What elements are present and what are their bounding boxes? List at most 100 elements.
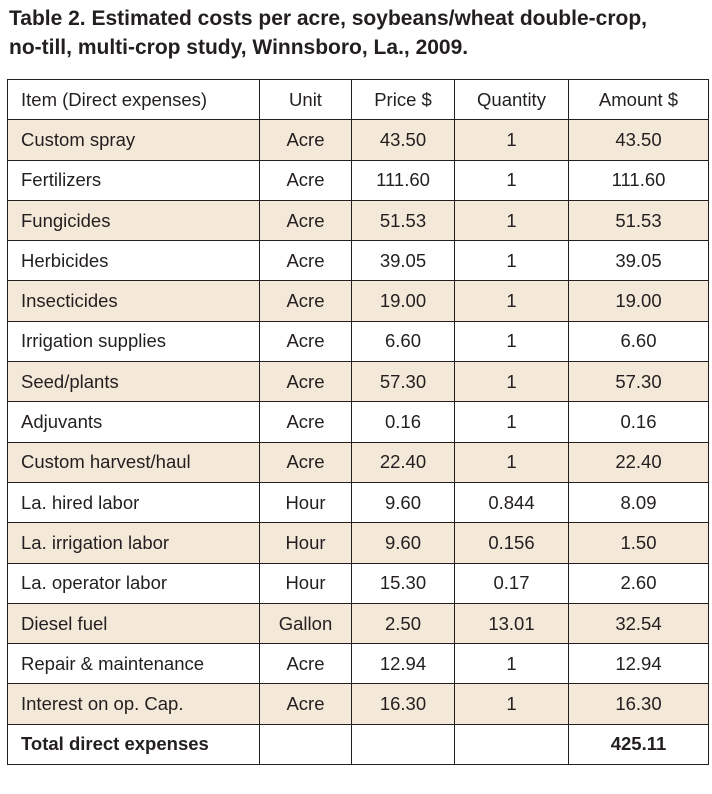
total-unit-empty — [259, 723, 352, 766]
cell-price: 9.60 — [351, 481, 455, 524]
cell-quantity: 1 — [454, 320, 569, 363]
cell-amount: 12.94 — [568, 643, 709, 685]
cell-quantity: 1 — [454, 159, 569, 201]
cell-item: La. hired labor — [7, 481, 260, 524]
table-title: Table 2. Estimated costs per acre, soybe… — [9, 4, 709, 62]
cell-amount: 19.00 — [568, 280, 709, 322]
cell-price: 39.05 — [351, 240, 455, 282]
cell-amount: 22.40 — [568, 441, 709, 483]
cell-item: Irrigation supplies — [7, 320, 260, 363]
cell-amount: 8.09 — [568, 481, 709, 524]
cell-amount: 1.50 — [568, 522, 709, 564]
cell-item: La. irrigation labor — [7, 522, 260, 564]
cell-price: 57.30 — [351, 361, 455, 403]
cell-unit: Acre — [259, 240, 352, 282]
cell-amount: 43.50 — [568, 119, 709, 161]
cost-table: Item (Direct expenses) Unit Price $ Quan… — [7, 78, 709, 766]
cell-quantity: 13.01 — [454, 602, 569, 645]
cell-item: Insecticides — [7, 280, 260, 322]
cell-item: Seed/plants — [7, 361, 260, 403]
cell-price: 43.50 — [351, 119, 455, 161]
title-line-1: Table 2. Estimated costs per acre, soybe… — [9, 7, 647, 30]
cell-amount: 111.60 — [568, 159, 709, 201]
cell-unit: Acre — [259, 683, 352, 725]
header-unit: Unit — [259, 78, 352, 121]
cell-quantity: 1 — [454, 683, 569, 725]
header-row: Item (Direct expenses) Unit Price $ Quan… — [7, 78, 709, 121]
total-amount: 425.11 — [568, 723, 709, 766]
cell-unit: Hour — [259, 562, 352, 604]
table-row: Custom spray Acre 43.50 1 43.50 — [7, 119, 709, 161]
title-line-2: no-till, multi-crop study, Winnsboro, La… — [9, 36, 469, 59]
cell-unit: Acre — [259, 320, 352, 363]
total-quantity-empty — [454, 723, 569, 766]
cell-item: Diesel fuel — [7, 602, 260, 645]
table-row: La. hired labor Hour 9.60 0.844 8.09 — [7, 481, 709, 524]
cell-quantity: 1 — [454, 280, 569, 322]
cell-price: 111.60 — [351, 159, 455, 201]
cell-quantity: 1 — [454, 401, 569, 443]
table-row: La. irrigation labor Hour 9.60 0.156 1.5… — [7, 522, 709, 564]
table-row: Seed/plants Acre 57.30 1 57.30 — [7, 361, 709, 403]
cell-quantity: 0.17 — [454, 562, 569, 604]
cell-item: Adjuvants — [7, 401, 260, 443]
cell-price: 0.16 — [351, 401, 455, 443]
cell-price: 51.53 — [351, 199, 455, 242]
cell-amount: 32.54 — [568, 602, 709, 645]
cell-item: Herbicides — [7, 240, 260, 282]
table-row: Insecticides Acre 19.00 1 19.00 — [7, 280, 709, 322]
cell-unit: Acre — [259, 280, 352, 322]
cell-price: 19.00 — [351, 280, 455, 322]
cell-amount: 39.05 — [568, 240, 709, 282]
cell-item: Fertilizers — [7, 159, 260, 201]
header-price: Price $ — [351, 78, 455, 121]
cell-item: Custom spray — [7, 119, 260, 161]
cell-unit: Acre — [259, 401, 352, 443]
cell-quantity: 1 — [454, 240, 569, 282]
cell-unit: Acre — [259, 199, 352, 242]
cell-price: 15.30 — [351, 562, 455, 604]
cell-price: 9.60 — [351, 522, 455, 564]
cell-item: Interest on op. Cap. — [7, 683, 260, 725]
cell-amount: 0.16 — [568, 401, 709, 443]
cell-unit: Acre — [259, 159, 352, 201]
cell-unit: Acre — [259, 361, 352, 403]
table-row: Adjuvants Acre 0.16 1 0.16 — [7, 401, 709, 443]
cell-item: Fungicides — [7, 199, 260, 242]
cell-price: 22.40 — [351, 441, 455, 483]
cell-quantity: 1 — [454, 361, 569, 403]
cell-unit: Acre — [259, 441, 352, 483]
cell-unit: Acre — [259, 119, 352, 161]
cell-item: Repair & maintenance — [7, 643, 260, 685]
cell-amount: 6.60 — [568, 320, 709, 363]
cell-price: 12.94 — [351, 643, 455, 685]
cell-price: 2.50 — [351, 602, 455, 645]
table-row: Fertilizers Acre 111.60 1 111.60 — [7, 159, 709, 201]
cell-amount: 57.30 — [568, 361, 709, 403]
total-row: Total direct expenses 425.11 — [7, 723, 709, 766]
cell-price: 16.30 — [351, 683, 455, 725]
cell-quantity: 1 — [454, 643, 569, 685]
cell-unit: Acre — [259, 643, 352, 685]
total-label: Total direct expenses — [7, 723, 260, 766]
cell-quantity: 0.156 — [454, 522, 569, 564]
cell-amount: 16.30 — [568, 683, 709, 725]
table-row: Diesel fuel Gallon 2.50 13.01 32.54 — [7, 602, 709, 645]
table-row: Irrigation supplies Acre 6.60 1 6.60 — [7, 320, 709, 363]
cell-unit: Hour — [259, 481, 352, 524]
cell-quantity: 1 — [454, 199, 569, 242]
cell-quantity: 0.844 — [454, 481, 569, 524]
cell-unit: Gallon — [259, 602, 352, 645]
cell-amount: 51.53 — [568, 199, 709, 242]
total-price-empty — [351, 723, 455, 766]
cell-item: Custom harvest/haul — [7, 441, 260, 483]
cell-unit: Hour — [259, 522, 352, 564]
table-row: La. operator labor Hour 15.30 0.17 2.60 — [7, 562, 709, 604]
cell-item: La. operator labor — [7, 562, 260, 604]
table-row: Interest on op. Cap. Acre 16.30 1 16.30 — [7, 683, 709, 725]
table-row: Repair & maintenance Acre 12.94 1 12.94 — [7, 643, 709, 685]
cell-price: 6.60 — [351, 320, 455, 363]
cell-amount: 2.60 — [568, 562, 709, 604]
header-quantity: Quantity — [454, 78, 569, 121]
cell-quantity: 1 — [454, 119, 569, 161]
